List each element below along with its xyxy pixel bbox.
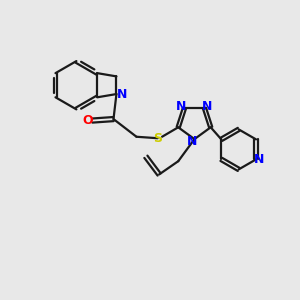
Text: N: N [176,100,187,113]
Text: N: N [187,135,197,148]
Text: N: N [202,100,212,113]
Text: S: S [153,132,162,145]
Text: N: N [117,88,128,100]
Text: N: N [254,153,265,166]
Text: O: O [82,114,93,127]
